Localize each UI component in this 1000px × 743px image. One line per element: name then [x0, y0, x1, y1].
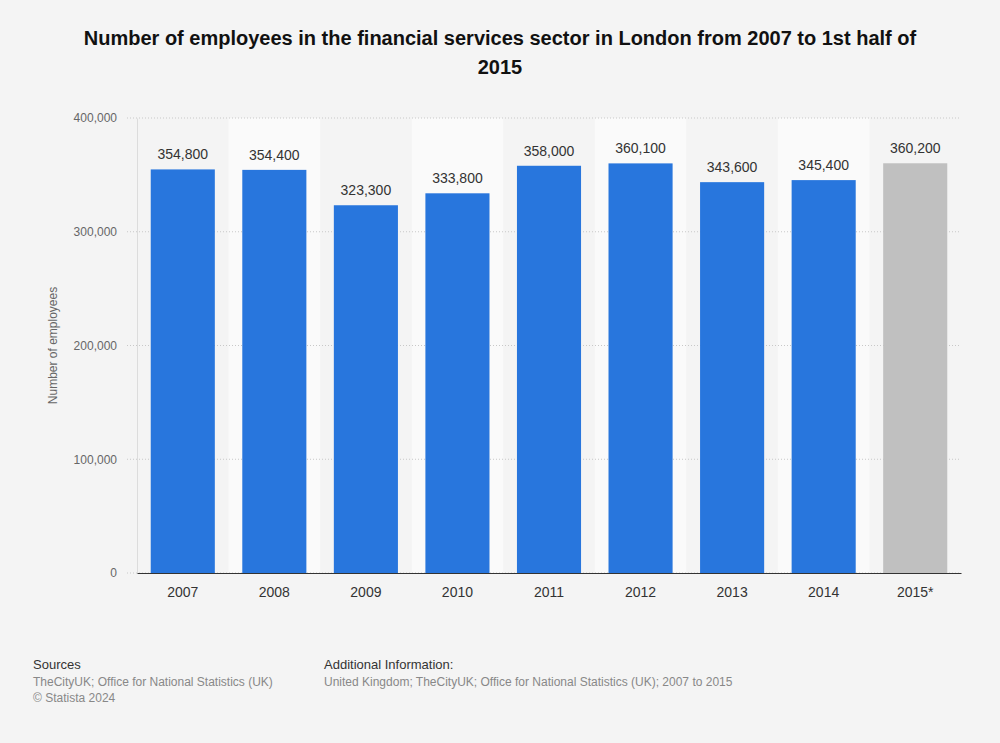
footer-text: Sources — [33, 657, 81, 672]
title-line: 2015 — [478, 56, 523, 78]
y-tick-label: 200,000 — [74, 339, 118, 353]
footer: Sources TheCityUK; Office for National St… — [33, 657, 733, 705]
bar — [425, 193, 489, 573]
x-tick: 2012 — [625, 573, 656, 600]
title: Number of employees in the financial ser… — [84, 27, 917, 78]
bar — [517, 166, 581, 573]
bar — [151, 169, 215, 573]
x-tick: 2010 — [442, 573, 473, 600]
y-axis-title: Number of employees — [46, 287, 60, 404]
bar — [883, 163, 947, 573]
footer-text: TheCityUK; Office for National Statistic… — [33, 675, 273, 689]
x-axis: 2007 2008 2009 2010 2011 2012 2013 2014 2015* — [138, 573, 962, 600]
x-tick: 2015* — [897, 573, 934, 600]
y-tick-label: 300,000 — [74, 225, 118, 239]
y-tick-label: 100,000 — [74, 453, 118, 467]
footer-text: Additional Information: — [324, 657, 453, 672]
data-label: 343,600 — [707, 159, 758, 175]
data-label: 354,800 — [157, 146, 208, 162]
data-label: 360,100 — [615, 140, 666, 156]
y-tick: 400,000 — [74, 111, 137, 125]
x-axis-line — [138, 573, 962, 574]
x-tick-label: 2015* — [897, 584, 934, 600]
data-label: 354,400 — [249, 147, 300, 163]
data-label: 333,800 — [432, 170, 483, 186]
data-label: 323,300 — [341, 182, 392, 198]
x-tick-label: 2010 — [442, 584, 473, 600]
x-tick: 2014 — [808, 573, 839, 600]
x-tick-label: 2008 — [259, 584, 290, 600]
footer-text: United Kingdom; TheCityUK; Office for Na… — [324, 675, 733, 689]
x-tick: 2013 — [717, 573, 748, 600]
y-tick: 100,000 — [74, 453, 137, 467]
y-tick: 300,000 — [74, 225, 137, 239]
bars — [151, 163, 948, 573]
data-label: 358,000 — [524, 143, 575, 159]
data-label: 360,200 — [890, 140, 941, 156]
x-tick-label: 2012 — [625, 584, 656, 600]
x-tick-label: 2011 — [534, 584, 564, 600]
bar — [334, 205, 398, 573]
x-tick-label: 2007 — [167, 584, 198, 600]
y-tick-label: 400,000 — [74, 111, 118, 125]
y-axis-line — [137, 119, 138, 574]
grid — [127, 118, 961, 573]
x-tick: 2008 — [259, 573, 290, 600]
y-tick-label: 0 — [110, 566, 117, 580]
x-tick-label: 2014 — [808, 584, 839, 600]
y-axis: 0 100,000 200,000 300,000 400,000 — [74, 111, 138, 580]
x-tick: 2007 — [167, 573, 198, 600]
grid-line — [127, 118, 961, 119]
x-tick-label: 2009 — [350, 584, 381, 600]
bar — [609, 163, 673, 573]
column-bands — [229, 118, 870, 573]
data-labels: 354,800 354,400 323,300 333,800 358,000 360,1… — [157, 140, 940, 198]
footer-text: © Statista 2024 — [33, 691, 116, 705]
column-band — [778, 118, 870, 573]
x-tick-label: 2013 — [717, 584, 748, 600]
x-tick: 2011 — [534, 573, 564, 600]
column-band — [229, 118, 321, 573]
x-tick: 2009 — [350, 573, 381, 600]
background — [0, 0, 1000, 743]
bar — [792, 180, 856, 573]
column-band — [595, 118, 687, 573]
column-band — [412, 118, 504, 573]
title-line: Number of employees in the financial ser… — [84, 27, 917, 49]
data-label: 345,400 — [798, 157, 849, 173]
y-tick: 0 — [110, 566, 137, 580]
y-tick: 200,000 — [74, 339, 137, 353]
bar — [700, 182, 764, 573]
bar — [242, 170, 306, 573]
